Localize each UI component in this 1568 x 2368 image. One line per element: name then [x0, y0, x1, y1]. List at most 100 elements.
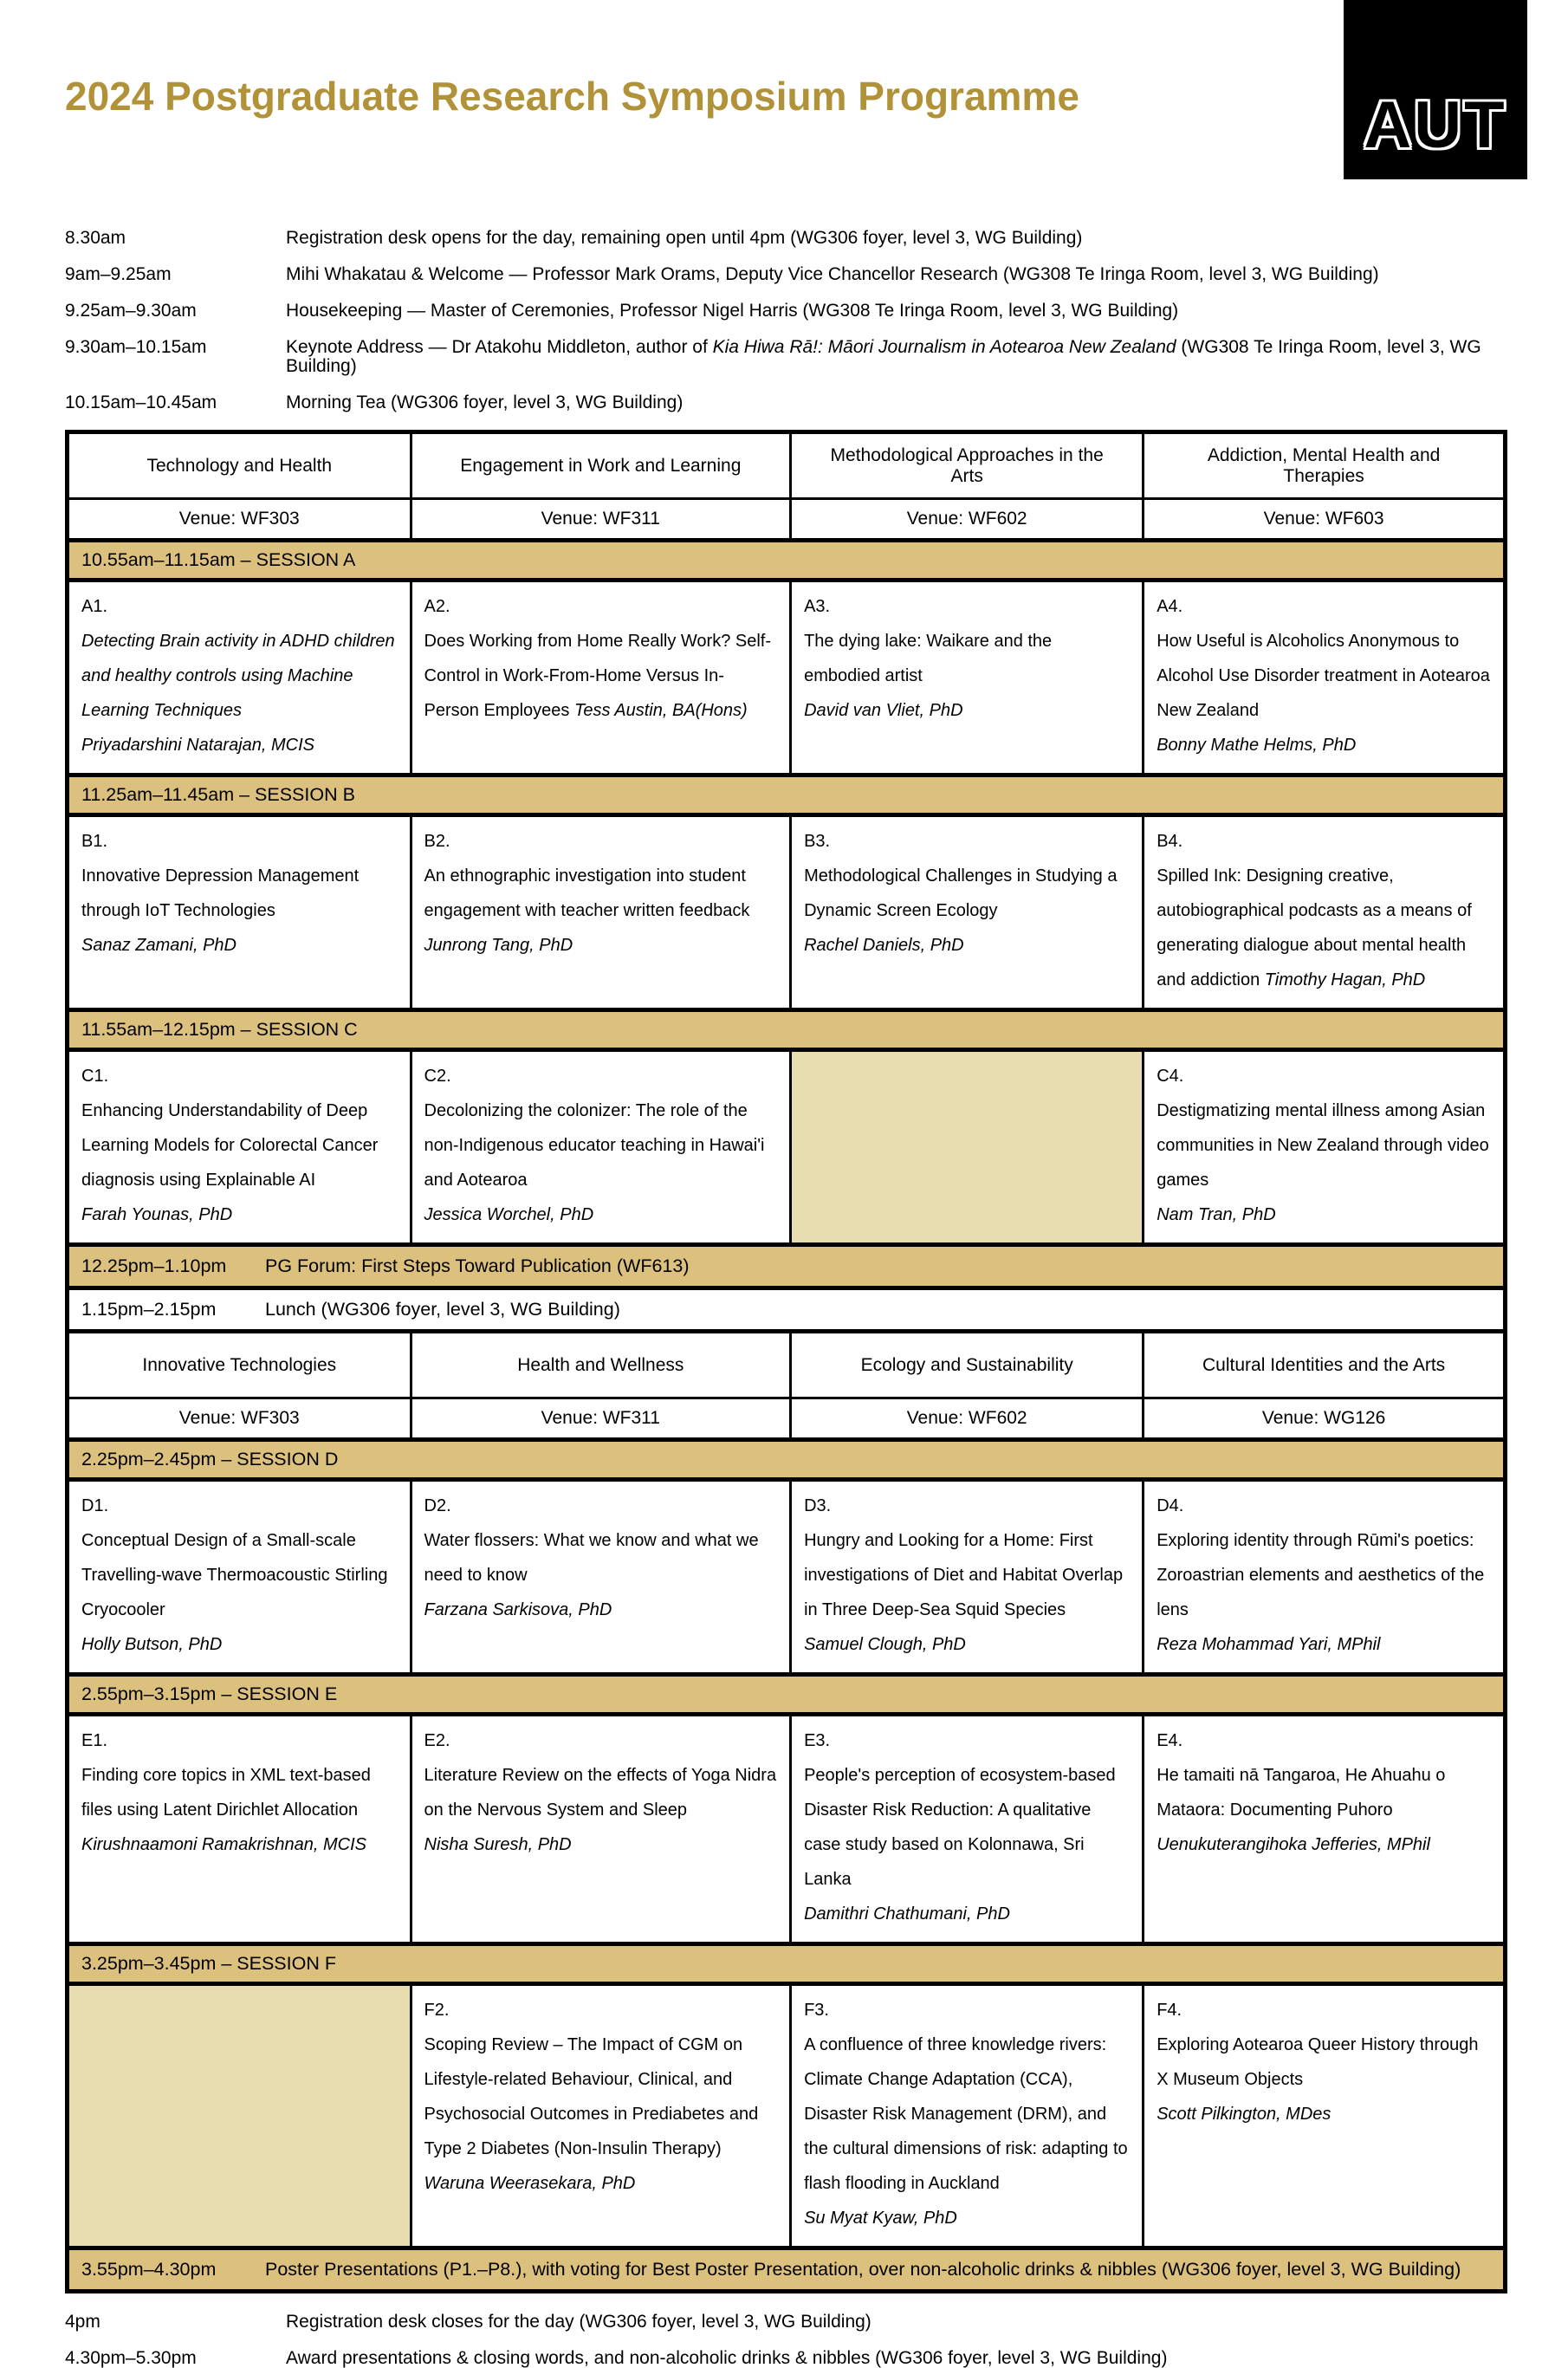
schedule-time: 8.30am: [65, 228, 126, 248]
theme-cell: Cultural Identities and the Arts: [1144, 1333, 1503, 1399]
row-time: 1.15pm–2.15pm: [81, 1299, 217, 1320]
theme-cell: Health and Wellness: [411, 1333, 793, 1399]
session-code: A3.: [804, 597, 831, 616]
session-cell: C2. Decolonizing the colonizer: The role …: [412, 1052, 793, 1242]
theme-cell: Innovative Technologies: [69, 1333, 412, 1399]
session-title: Methodological Challenges in Studying a …: [804, 866, 1118, 920]
session-speaker-line: Waruna Weerasekara, PhD: [424, 2166, 778, 2201]
session-cells-row: C1. Enhancing Understandability of Deep L…: [69, 1052, 1503, 1242]
session-speaker: Uenukuterangihoka Jefferies, MPhil: [1157, 1835, 1430, 1854]
session-title: Innovative Depression Management through…: [81, 866, 360, 920]
session-cell-body: Exploring identity through Rūmi's poetic…: [1157, 1523, 1491, 1662]
session-code: C4.: [1157, 1067, 1184, 1086]
session-cell-body: Exploring Aotearoa Queer History through…: [1157, 2027, 1491, 2131]
session-title: A confluence of three knowledge rivers: …: [804, 2035, 1128, 2193]
session-code: E1.: [81, 1731, 108, 1750]
session-speaker-line: David van Vliet, PhD: [804, 693, 1130, 728]
session-cell: B3. Methodological Challenges in Studying…: [792, 817, 1145, 1008]
session-cells-row: D1. Conceptual Design of a Small-scale Tr…: [69, 1482, 1503, 1672]
session-code: D2.: [424, 1496, 451, 1515]
session-cell: F4. Exploring Aotearoa Queer History thro…: [1144, 1986, 1503, 2246]
theme-cell: Ecology and Sustainability: [792, 1333, 1145, 1399]
session-band: 10.55am–11.15am – SESSION A: [69, 538, 1503, 582]
session-code: B3.: [804, 832, 831, 851]
programme-table: Technology and Health Engagement in Work …: [65, 430, 1507, 2293]
session-speaker: Priyadarshini Natarajan, MCIS: [81, 736, 314, 755]
session-speaker: Farah Younas, PhD: [81, 1205, 233, 1224]
session-cell: C4. Destigmatizing mental illness among A…: [1144, 1052, 1503, 1242]
schedule-row: 9.25am–9.30am Housekeeping — Master of Ce…: [65, 302, 1507, 321]
schedule-row: 4pm Registration desk closes for the day …: [65, 2313, 1507, 2332]
schedule-description: Registration desk closes for the day (WG…: [286, 2313, 1507, 2332]
schedule-description: Housekeeping — Master of Ceremonies, Pro…: [286, 302, 1507, 321]
session-speaker: Tess Austin, BA(Hons): [573, 701, 748, 720]
session-cell-body: Scoping Review – The Impact of CGM on Li…: [424, 2027, 778, 2201]
session-speaker-line: Reza Mohammad Yari, MPhil: [1157, 1627, 1491, 1662]
session-cell-body: Hungry and Looking for a Home: First inv…: [804, 1523, 1130, 1662]
schedule-row: 9.30am–10.15am Keynote Address — Dr Atako…: [65, 338, 1507, 376]
page-header: 2024 Postgraduate Research Symposium Pro…: [65, 0, 1527, 224]
venue-cell: Venue: WF311: [412, 500, 793, 538]
session-code: B4.: [1157, 832, 1183, 851]
session-speaker-line: Nam Tran, PhD: [1157, 1197, 1491, 1232]
session-code: D3.: [804, 1496, 832, 1515]
session-speaker-line: Farah Younas, PhD: [81, 1197, 398, 1232]
venue-row: Venue: WF303 Venue: WF311 Venue: WF602 Venu…: [69, 500, 1503, 538]
session-title: Spilled Ink: Designing creative, autobio…: [1157, 866, 1472, 989]
session-cell: A4. How Useful is Alcoholics Anonymous to…: [1144, 582, 1503, 773]
text-segment: Registration desk closes for the day (WG…: [286, 2312, 871, 2332]
schedule-description: Registration desk opens for the day, rem…: [286, 229, 1507, 248]
theme-cell: Addiction, Mental Health and Therapies: [1144, 434, 1503, 500]
schedule-description: Mihi Whakatau & Welcome — Professor Mark…: [286, 265, 1507, 284]
session-speaker-line: Uenukuterangihoka Jefferies, MPhil: [1157, 1827, 1491, 1862]
schedule-row: 4.30pm–5.30pm Award presentations & closi…: [65, 2349, 1507, 2368]
session-cell-body: Methodological Challenges in Studying a …: [804, 859, 1130, 963]
row-text: Lunch (WG306 foyer, level 3, WG Building…: [265, 1299, 620, 1320]
schedule-row: 10.15am–10.45am Morning Tea (WG306 foyer,…: [65, 393, 1507, 412]
schedule-description: Keynote Address — Dr Atakohu Middleton, …: [286, 338, 1507, 376]
session-speaker-line: Su Myat Kyaw, PhD: [804, 2201, 1130, 2235]
session-speaker: Rachel Daniels, PhD: [804, 936, 964, 955]
session-cell-body: Innovative Depression Management through…: [81, 859, 398, 963]
text-segment: Kia Hiwa Rā!: Māori Journalism in Aotear…: [712, 337, 1176, 357]
session-band: 11.25am–11.45am – SESSION B: [69, 773, 1503, 817]
text-segment: Housekeeping — Master of Ceremonies, Pro…: [286, 301, 1179, 321]
session-speaker-line: Junrong Tang, PhD: [424, 928, 778, 963]
venue-cell: Venue: WF602: [792, 1399, 1145, 1437]
session-speaker-line: Damithri Chathumani, PhD: [804, 1897, 1130, 1931]
session-title: Finding core topics in XML text-based fi…: [81, 1766, 371, 1820]
session-code: D4.: [1157, 1496, 1184, 1515]
theme-cell: Engagement in Work and Learning: [411, 434, 793, 500]
session-speaker-line: Samuel Clough, PhD: [804, 1627, 1130, 1662]
session-code: E4.: [1157, 1731, 1183, 1750]
session-code: A2.: [424, 597, 450, 616]
session-cell: E2. Literature Review on the effects of Y…: [412, 1716, 793, 1942]
session-cells-row: E1. Finding core topics in XML text-based…: [69, 1716, 1503, 1942]
session-code: F2.: [424, 2001, 450, 2020]
session-title: How Useful is Alcoholics Anonymous to Al…: [1157, 632, 1490, 720]
session-code: B2.: [424, 832, 450, 851]
session-title: Water flossers: What we know and what we…: [424, 1531, 759, 1585]
text-segment: Mihi Whakatau & Welcome — Professor Mark…: [286, 264, 1379, 284]
session-cell-body: Literature Review on the effects of Yoga…: [424, 1758, 778, 1862]
session-speaker-line: Scott Pilkington, MDes: [1157, 2097, 1491, 2131]
poster-presentations-row: 3.55pm–4.30pm Poster Presentations (P1.–P…: [69, 2246, 1503, 2289]
schedule-row: 9am–9.25am Mihi Whakatau & Welcome — Prof…: [65, 265, 1507, 284]
session-speaker: Waruna Weerasekara, PhD: [424, 2174, 636, 2193]
session-cell-body: Decolonizing the colonizer: The role of …: [424, 1093, 778, 1232]
session-cell: E1. Finding core topics in XML text-based…: [69, 1716, 412, 1942]
session-cell: A3. The dying lake: Waikare and the embod…: [792, 582, 1145, 773]
session-cell-body: Does Working from Home Really Work? Self…: [424, 624, 778, 728]
session-cells-row: B1. Innovative Depression Management thro…: [69, 817, 1503, 1008]
venue-cell: Venue: WF603: [1263, 509, 1384, 529]
empty-cell: [69, 1986, 412, 2246]
session-code: C1.: [81, 1067, 109, 1086]
session-speaker: Sanaz Zamani, PhD: [81, 936, 236, 955]
session-speaker-line: Farzana Sarkisova, PhD: [424, 1593, 778, 1627]
session-cell-body: Destigmatizing mental illness among Asia…: [1157, 1093, 1491, 1232]
session-band: 11.55am–12.15pm – SESSION C: [69, 1008, 1503, 1052]
schedule-time: 9.25am–9.30am: [65, 301, 197, 321]
session-title: An ethnographic investigation into stude…: [424, 866, 750, 920]
session-speaker-line: Jessica Worchel, PhD: [424, 1197, 778, 1232]
